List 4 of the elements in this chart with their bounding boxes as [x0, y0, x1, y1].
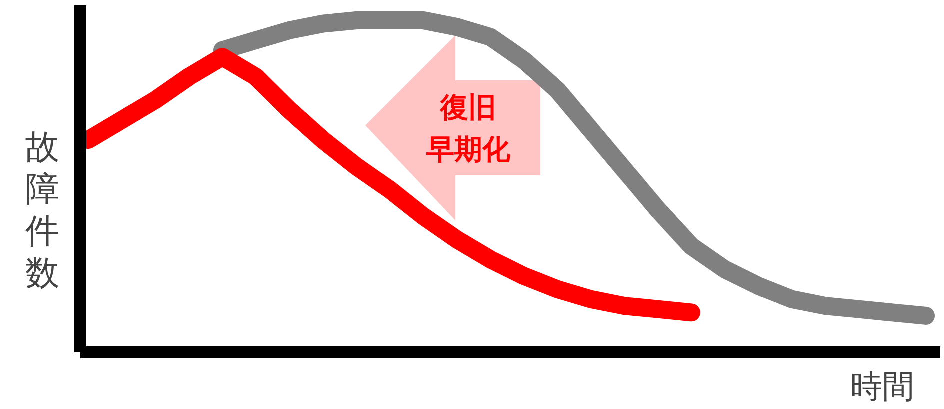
y-axis-title: 故障件数 — [26, 128, 60, 294]
annotation: 復旧 — [440, 91, 496, 124]
annotation: 早期化 — [426, 133, 512, 166]
x-axis-title: 時間 — [850, 368, 914, 406]
